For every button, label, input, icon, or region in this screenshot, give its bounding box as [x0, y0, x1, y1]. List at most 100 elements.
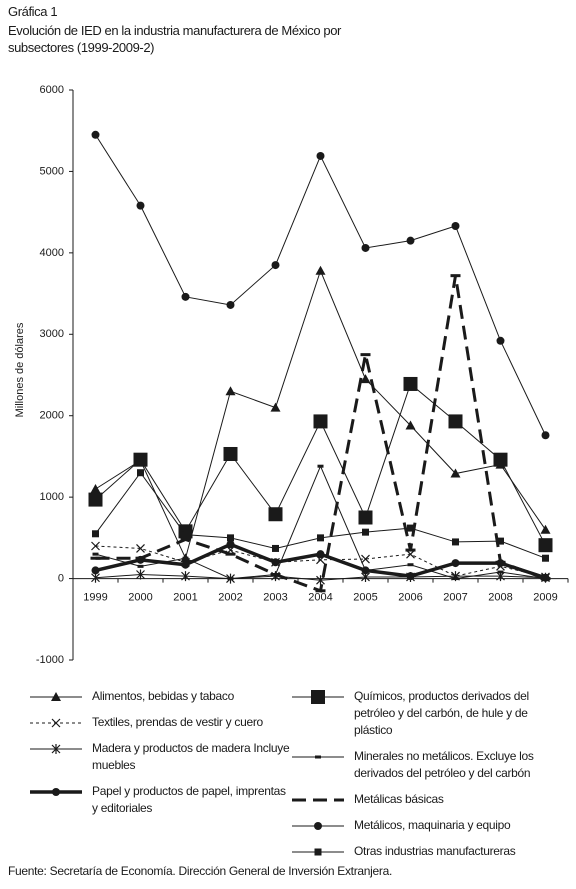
- source-note: Fuente: Secretaría de Economía. Direcció…: [8, 864, 393, 878]
- x-tick-label: 1999: [83, 591, 107, 603]
- point: [227, 577, 234, 581]
- y-tick-label: 5000: [40, 165, 64, 177]
- point: [270, 402, 281, 412]
- legend-marker: [51, 718, 61, 728]
- legend-item: Metálicas básicas: [290, 791, 568, 808]
- legend-column: Alimentos, bebidas y tabaco Textiles, pre…: [28, 688, 290, 869]
- x-tick-label: 2006: [398, 591, 422, 603]
- y-tick-label: 2000: [40, 410, 64, 422]
- point: [316, 555, 325, 565]
- point: [313, 414, 328, 429]
- legend-label: Químicos, productos derivados del petról…: [354, 689, 529, 737]
- legend-swatch: [292, 755, 344, 759]
- legend-label: Otras industrias manufactureras: [354, 844, 516, 858]
- legend-swatch: [292, 822, 344, 830]
- x-tick-label: 2005: [353, 591, 377, 603]
- point: [452, 577, 459, 581]
- point: [451, 559, 460, 568]
- legend-label: Textiles, prendas de vestir y cuero: [92, 715, 263, 729]
- point: [181, 560, 190, 569]
- legend-item: Alimentos, bebidas y tabaco: [28, 688, 290, 705]
- legend-item: Madera y productos de madera Incluye mue…: [28, 740, 290, 774]
- y-tick-label: 6000: [40, 84, 64, 96]
- point: [406, 572, 415, 581]
- point: [450, 274, 461, 278]
- point: [91, 566, 100, 575]
- point: [317, 464, 324, 468]
- point: [225, 386, 236, 396]
- legend-marker: [51, 692, 61, 701]
- point: [403, 376, 418, 391]
- point: [226, 540, 235, 549]
- legend-label: Alimentos, bebidas y tabaco: [92, 689, 234, 703]
- point: [497, 537, 504, 545]
- series-line: [95, 471, 546, 559]
- legend-label: Madera y productos de madera Incluye mue…: [92, 741, 290, 772]
- point: [316, 550, 325, 559]
- legend-item: Químicos, productos derivados del petról…: [290, 688, 568, 739]
- legend-column: Químicos, productos derivados del petról…: [290, 688, 568, 869]
- point: [315, 265, 326, 275]
- legend-marker: [314, 822, 322, 830]
- point: [493, 452, 508, 467]
- point: [407, 524, 414, 532]
- point: [90, 484, 101, 493]
- point: [91, 130, 100, 139]
- x-tick-label: 2000: [128, 591, 152, 603]
- point: [182, 531, 189, 539]
- point: [406, 236, 415, 245]
- legend-swatch: [30, 692, 82, 701]
- point: [137, 469, 144, 477]
- point: [358, 510, 373, 525]
- series-line: [95, 275, 547, 593]
- point: [541, 431, 550, 440]
- point: [405, 420, 416, 430]
- point: [88, 492, 103, 507]
- point: [452, 538, 459, 546]
- series-line: [95, 134, 546, 436]
- point: [133, 452, 148, 467]
- y-tick-label: 4000: [40, 247, 64, 259]
- point: [361, 554, 370, 564]
- legend-marker: [314, 848, 322, 856]
- legend-marker: [52, 788, 60, 796]
- point: [448, 414, 463, 429]
- legend-label: Metálicas básicas: [354, 792, 444, 806]
- point: [136, 544, 145, 553]
- legend-swatch: [292, 690, 344, 704]
- point: [495, 560, 506, 564]
- point: [538, 538, 553, 553]
- legend-item: Metálicos, maquinaria y equipo: [290, 817, 568, 834]
- x-tick-label: 2004: [308, 591, 332, 603]
- point: [497, 570, 504, 574]
- legend-label: Metálicos, maquinaria y equipo: [354, 818, 511, 832]
- point: [407, 563, 414, 567]
- point: [540, 577, 551, 581]
- legend-swatch: [292, 848, 344, 856]
- y-axis-label: Millones de dólares: [14, 322, 26, 417]
- point: [181, 292, 190, 301]
- x-tick-label: 2001: [173, 591, 197, 603]
- point: [268, 507, 283, 522]
- point: [362, 568, 369, 572]
- point: [136, 201, 145, 210]
- point: [181, 571, 190, 582]
- legend-item: Otras industrias manufactureras: [290, 843, 568, 860]
- x-tick-label: 2002: [218, 591, 242, 603]
- point: [225, 552, 236, 556]
- legend-item: Minerales no metálicos. Excluye los deri…: [290, 748, 568, 782]
- x-tick-label: 2007: [443, 591, 467, 603]
- point: [92, 530, 99, 538]
- point: [226, 300, 235, 309]
- point: [361, 243, 370, 252]
- y-tick-label: 3000: [40, 328, 64, 340]
- point: [271, 261, 280, 270]
- point: [180, 537, 191, 541]
- legend-label: Minerales no metálicos. Excluye los deri…: [354, 749, 534, 780]
- point: [542, 554, 549, 562]
- point: [182, 556, 189, 560]
- point: [405, 548, 416, 552]
- point: [270, 573, 281, 576]
- point: [227, 534, 234, 542]
